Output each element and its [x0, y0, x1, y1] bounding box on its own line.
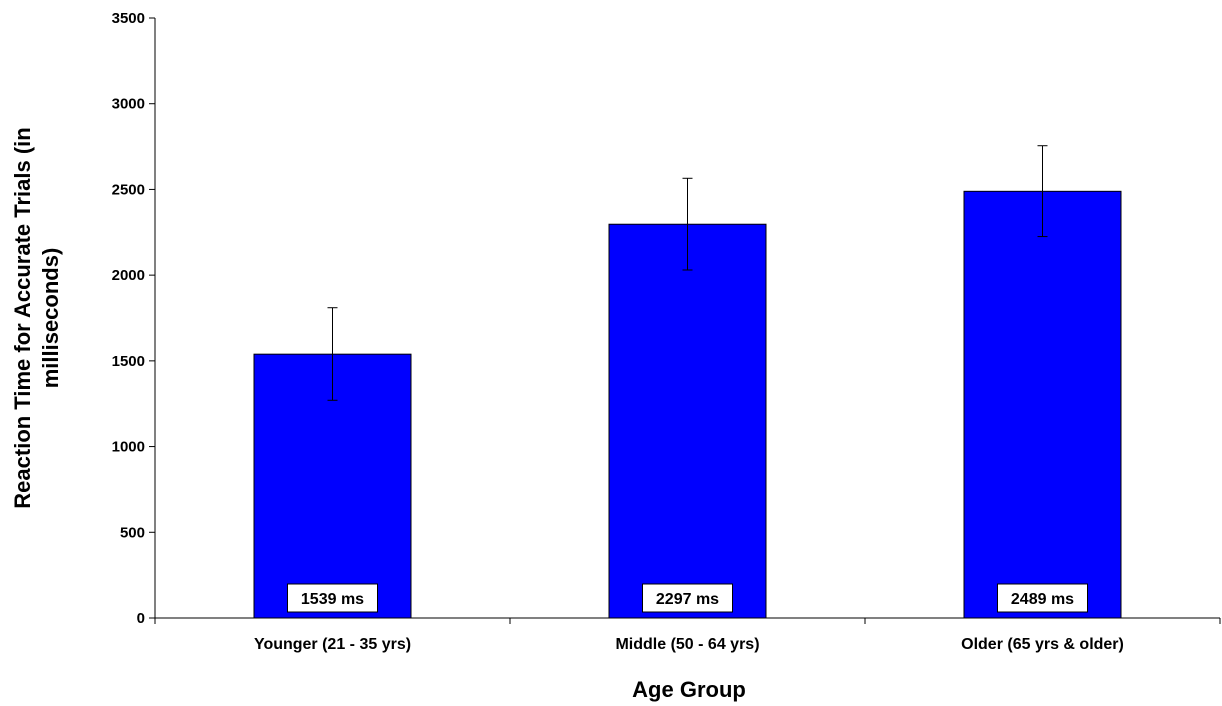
bar-2: [963, 190, 1122, 619]
data-label-2: 2489 ms: [1011, 591, 1074, 608]
bar-1: [608, 223, 767, 619]
plot-area: 0 500 1000 1500 2000 2500 3000 3500 1539 ms Young…: [112, 10, 1221, 653]
y-tick-label-2: 1000: [112, 439, 145, 456]
y-axis-title-line-2: milliseconds): [38, 248, 63, 389]
x-category-label-2: Older (65 yrs & older): [961, 636, 1124, 653]
y-tick-label-5: 2500: [112, 181, 145, 198]
x-category-label-0: Younger (21 - 35 yrs): [254, 636, 411, 653]
x-axis-title: Age Group: [632, 677, 746, 702]
y-tick-label-0: 0: [137, 610, 145, 627]
data-label-box-1: [642, 583, 733, 613]
y-tick-label-6: 3000: [112, 96, 145, 113]
y-tick-label-1: 500: [120, 524, 145, 541]
data-label-0: 1539 ms: [301, 591, 364, 608]
data-label-box-2: [997, 583, 1088, 613]
y-axis-title: Reaction Time for Accurate Trials (in mi…: [10, 127, 63, 508]
data-label-box-0: [287, 583, 378, 613]
y-tick-label-4: 2000: [112, 267, 145, 284]
data-label-1: 2297 ms: [656, 591, 719, 608]
y-axis-title-line-1: Reaction Time for Accurate Trials (in: [10, 127, 35, 508]
y-tick-label-3: 1500: [112, 353, 145, 370]
y-tick-label-7: 3500: [112, 10, 145, 27]
x-category-label-1: Middle (50 - 64 yrs): [615, 636, 759, 653]
